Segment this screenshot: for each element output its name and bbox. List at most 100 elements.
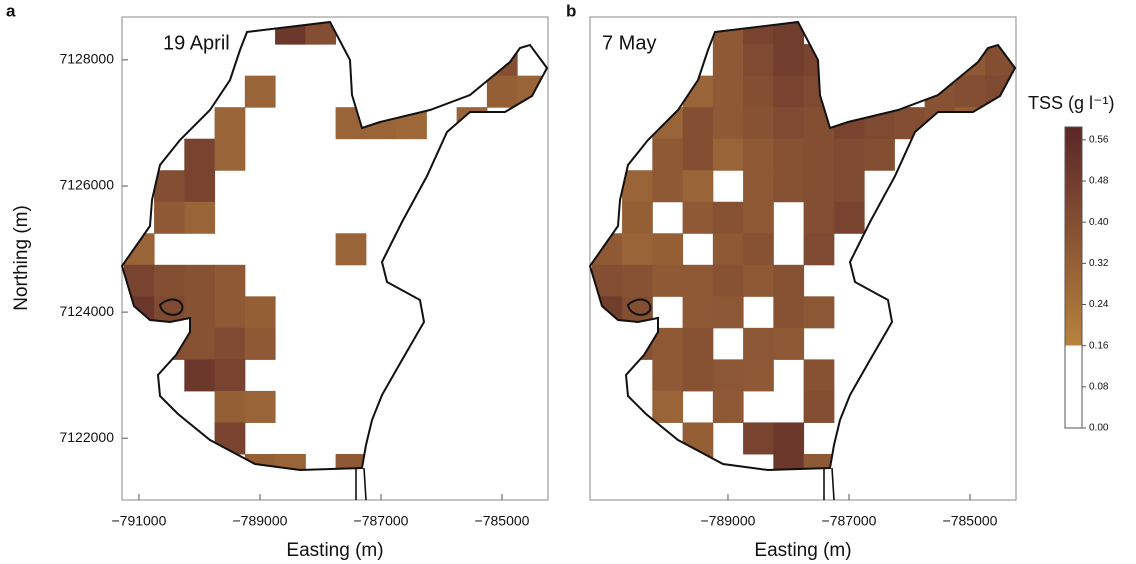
cell — [275, 453, 306, 470]
cell — [622, 327, 653, 360]
cell — [652, 264, 684, 297]
cell — [773, 107, 805, 140]
cell — [682, 107, 714, 140]
panel-title: 19 April — [163, 32, 230, 54]
cell — [214, 296, 246, 329]
cell — [833, 138, 865, 171]
cell — [652, 138, 684, 171]
y-axis-label: Northing (m) — [11, 205, 32, 311]
x-tick-label: −785000 — [943, 513, 998, 529]
cell — [743, 359, 774, 392]
colorbar-title: TSS (g l⁻¹) — [1028, 93, 1115, 113]
cell — [712, 201, 744, 234]
cell — [682, 170, 714, 203]
cell — [954, 44, 986, 77]
cell — [244, 327, 276, 360]
cell — [743, 327, 774, 360]
cell — [244, 296, 276, 329]
cell — [652, 107, 684, 140]
colorbar-tick-label: 0.16 — [1089, 340, 1109, 351]
colorbar-tick-label: 0.48 — [1089, 176, 1109, 187]
cell — [712, 264, 744, 297]
cell — [123, 296, 155, 329]
cell — [154, 201, 185, 234]
colorbar-tick-label: 0.00 — [1089, 423, 1109, 434]
cell — [335, 453, 367, 470]
cell — [803, 138, 835, 171]
lake-outline — [121, 21, 1016, 501]
cell — [833, 201, 865, 234]
cell — [833, 170, 865, 203]
cell — [743, 138, 774, 171]
cell — [773, 264, 805, 297]
y-tick-label: 7122000 — [59, 429, 114, 445]
x-axis-label: Easting (m) — [286, 540, 383, 561]
cell — [773, 422, 805, 455]
cell — [773, 75, 805, 108]
cell — [591, 233, 623, 266]
y-tick-label: 7126000 — [59, 177, 114, 193]
cell — [244, 390, 276, 423]
colorbar-tick-label: 0.08 — [1089, 381, 1109, 392]
cell — [803, 359, 835, 392]
cell — [305, 22, 337, 45]
cell — [773, 453, 805, 470]
cell — [335, 107, 367, 140]
cell — [365, 107, 397, 140]
cell — [184, 296, 216, 329]
cell — [682, 359, 714, 392]
cell — [652, 359, 684, 392]
cell — [682, 453, 714, 470]
colorbar-tick-label: 0.56 — [1089, 135, 1109, 146]
cell — [184, 359, 216, 392]
cell — [365, 453, 397, 470]
cell — [486, 44, 518, 77]
panel-title: 7 May — [602, 32, 656, 54]
cell — [154, 264, 185, 297]
colorbar-tick-label: 0.40 — [1089, 217, 1109, 228]
cell — [682, 138, 714, 171]
cell — [123, 264, 155, 297]
cell — [682, 296, 714, 329]
cell — [803, 107, 835, 140]
cell — [214, 107, 246, 140]
cell — [622, 264, 653, 297]
cell — [682, 327, 714, 360]
cell — [743, 75, 774, 108]
cell — [864, 138, 895, 171]
cell — [591, 264, 623, 297]
cell — [954, 75, 986, 108]
y-tick-label: 7124000 — [59, 303, 114, 319]
cell — [773, 296, 805, 329]
plot-frame — [121, 16, 549, 501]
cell — [335, 233, 367, 266]
cell — [184, 264, 216, 297]
x-axis-label: Easting (m) — [754, 540, 851, 561]
cell — [214, 138, 246, 171]
cell — [652, 233, 684, 266]
x-tick-label: −785000 — [475, 513, 530, 529]
colorbar — [1064, 126, 1083, 429]
cell — [184, 170, 216, 203]
cell — [682, 264, 714, 297]
cell — [803, 233, 835, 266]
panel-label: a — [6, 1, 16, 20]
cell — [652, 170, 684, 203]
cell — [214, 264, 246, 297]
cell — [743, 264, 774, 297]
cell — [184, 138, 216, 171]
cell — [244, 75, 276, 108]
cell — [712, 390, 744, 423]
cell — [803, 390, 835, 423]
x-tick-label: −789000 — [701, 513, 756, 529]
cell — [184, 201, 216, 234]
y-tick-label: 7128000 — [59, 51, 114, 67]
raster — [591, 22, 1015, 470]
plot-frame — [589, 16, 1017, 501]
cell — [773, 44, 805, 77]
cell — [924, 75, 956, 108]
cell — [743, 201, 774, 234]
cell — [712, 296, 744, 329]
colorbar-tick-label: 0.32 — [1089, 258, 1109, 269]
